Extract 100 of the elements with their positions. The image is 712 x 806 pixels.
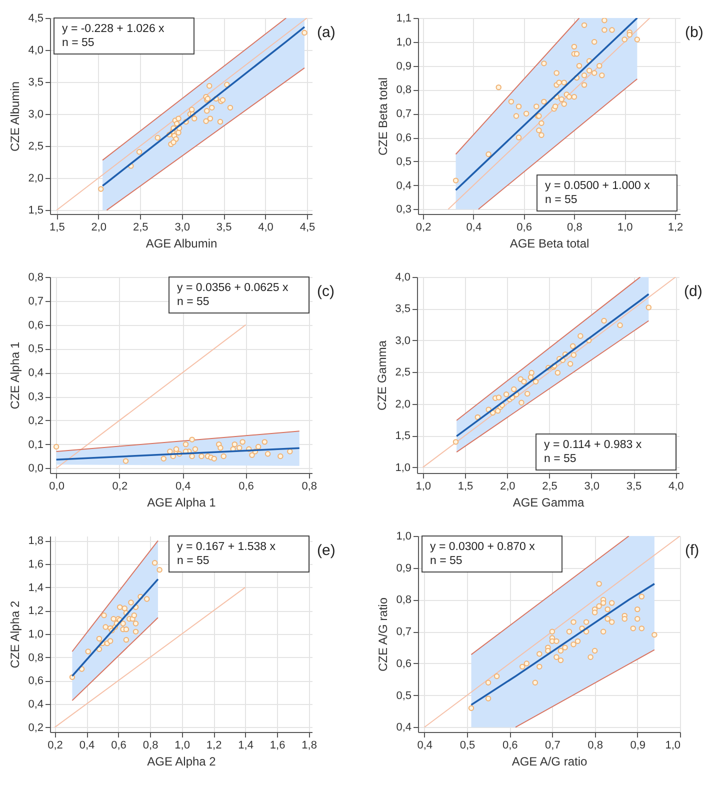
x-tick-label: 2,5 <box>132 222 148 234</box>
y-tick-label: 0,8 <box>396 594 412 606</box>
y-tick-label: 0,7 <box>28 295 44 308</box>
y-tick-label: 3,5 <box>28 76 44 89</box>
y-axis-title: CZE Alpha 1 <box>8 341 22 410</box>
y-tick-label: 0,3 <box>396 204 412 216</box>
x-axis-title: AGE Gamma <box>512 496 584 510</box>
y-tick-label: 0,7 <box>396 108 412 120</box>
x-tick-label: 2,5 <box>542 480 558 492</box>
y-axis-title: CZE Gamma <box>375 340 390 411</box>
x-tick-label: 1,2 <box>668 222 684 234</box>
y-tick-label: 2,0 <box>395 398 410 410</box>
y-tick-label: 1,0 <box>396 530 412 542</box>
annotation: y = 0.114 + 0.983 x <box>544 439 642 451</box>
x-tick-label: 2,0 <box>500 480 516 492</box>
y-tick-label: 0,0 <box>28 462 44 475</box>
y-tick-label: 0,3 <box>28 391 44 404</box>
y-tick-label: 0,2 <box>28 722 44 734</box>
y-tick-label: 4,0 <box>28 44 44 57</box>
annotation: y = -0.228 + 1.026 x <box>62 23 165 35</box>
y-axis-title: CZE Alpha 2 <box>8 600 22 668</box>
y-tick-label: 3,0 <box>395 334 410 347</box>
y-tick-label: 0,4 <box>396 180 412 192</box>
x-axis-title: AGE Albumin <box>146 236 218 250</box>
x-tick-label: 3,5 <box>626 480 642 492</box>
x-tick-label: 0,6 <box>111 740 126 752</box>
y-tick-label: 0,9 <box>396 562 412 574</box>
y-tick-label: 1,5 <box>28 204 44 217</box>
y-tick-label: 4,5 <box>28 12 44 24</box>
y-tick-label: 2,5 <box>395 366 410 379</box>
x-tick-label: 1,0 <box>416 480 432 492</box>
x-tick-label: 0,7 <box>545 740 560 752</box>
x-tick-label: 0,8 <box>142 740 158 752</box>
y-tick-label: 0,5 <box>396 156 412 168</box>
x-tick-label: 3,0 <box>174 222 190 234</box>
y-tick-label: 0,8 <box>28 652 44 664</box>
y-tick-label: 3,0 <box>28 108 44 121</box>
y-tick-label: 1,4 <box>28 582 44 594</box>
x-tick-label: 1,5 <box>458 480 474 492</box>
x-tick-label: 0,9 <box>630 740 646 752</box>
text: (f) <box>685 542 700 559</box>
text: (d) <box>684 283 702 300</box>
text: (c) <box>317 283 334 300</box>
y-tick-label: 0,2 <box>28 414 44 427</box>
x-tick-label: 0,2 <box>112 480 128 492</box>
x-tick-label: 4,0 <box>258 222 274 234</box>
x-tick-label: 0,2 <box>48 740 63 752</box>
y-tick-label: 0,7 <box>396 626 412 638</box>
x-tick-label: 0,4 <box>175 480 191 492</box>
annotation: n = 55 <box>177 296 210 308</box>
y-tick-label: 1,6 <box>28 558 44 570</box>
x-tick-label: 2,0 <box>91 222 107 234</box>
annotation: n = 55 <box>544 453 576 465</box>
text: (a) <box>317 24 336 41</box>
x-tick-label: 0,4 <box>417 740 433 752</box>
y-tick-label: 0,1 <box>28 438 44 451</box>
y-tick-label: 0,5 <box>396 690 412 702</box>
annotation: y = 0.167 + 1.538 x <box>177 541 276 553</box>
annotation: n = 55 <box>545 194 578 206</box>
y-tick-label: 0,5 <box>28 343 44 356</box>
y-tick-label: 0,8 <box>28 272 44 284</box>
x-tick-label: 0,0 <box>49 480 64 492</box>
x-tick-label: 0,4 <box>79 740 95 752</box>
y-tick-label: 0,6 <box>28 675 44 688</box>
y-tick-label: 1,0 <box>28 628 44 640</box>
x-tick-label: 0,8 <box>588 740 603 752</box>
y-tick-label: 2,0 <box>28 172 44 185</box>
y-tick-label: 0,6 <box>396 132 412 144</box>
y-tick-label: 1,0 <box>396 36 412 48</box>
y-tick-label: 4,0 <box>395 272 410 284</box>
text: (b) <box>685 24 704 41</box>
x-tick-label: 0,8 <box>302 480 317 492</box>
y-tick-label: 0,8 <box>396 84 412 96</box>
y-axis-title: CZE Beta total <box>376 77 390 156</box>
y-tick-label: 1,8 <box>28 535 44 548</box>
x-axis-title: AGE Alpha 2 <box>147 754 216 768</box>
y-tick-label: 0,4 <box>28 367 44 380</box>
x-tick-label: 1,0 <box>665 740 680 752</box>
y-tick-label: 0,4 <box>396 722 412 734</box>
annotation: n = 55 <box>177 555 210 567</box>
annotation: n = 55 <box>62 37 94 49</box>
x-tick-label: 1,0 <box>174 740 190 752</box>
x-axis-title: AGE Alpha 1 <box>147 496 216 510</box>
x-tick-label: 1,0 <box>617 222 633 234</box>
y-tick-label: 0,9 <box>396 60 412 72</box>
y-axis-title: CZE A/G ratio <box>376 597 390 672</box>
annotation: y = 0.0300 + 0.870 x <box>430 541 536 553</box>
y-tick-label: 1,2 <box>28 605 44 618</box>
x-tick-label: 1,8 <box>302 740 317 752</box>
x-tick-label: 0,8 <box>567 222 582 234</box>
y-tick-label: 0,6 <box>396 658 412 670</box>
y-tick-label: 0,4 <box>28 698 44 710</box>
x-tick-label: 0,2 <box>416 222 432 234</box>
text: (e) <box>317 542 336 559</box>
x-tick-label: 0,5 <box>460 740 476 752</box>
x-tick-label: 4,5 <box>300 222 316 234</box>
x-tick-label: 4,0 <box>668 480 684 492</box>
y-tick-label: 3,5 <box>395 303 410 316</box>
x-tick-label: 1,6 <box>270 740 286 752</box>
annotation: y = 0.0356 + 0.0625 x <box>177 282 289 294</box>
